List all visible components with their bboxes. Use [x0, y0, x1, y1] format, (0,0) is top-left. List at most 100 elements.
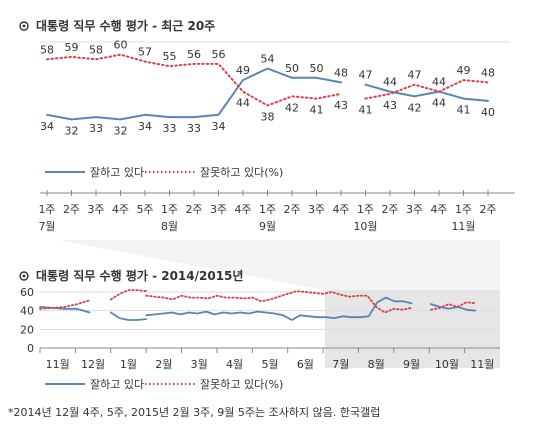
y-tick-label: 40 — [20, 305, 34, 318]
x-tick-label-month: 8월 — [161, 220, 178, 233]
data-label-approve: 34 — [212, 120, 226, 133]
data-label-approve: 54 — [261, 53, 275, 66]
circled-c-icon — [19, 21, 29, 31]
x-tick-label-month: 2월 — [155, 358, 172, 371]
data-label-approve: 41 — [457, 104, 471, 117]
x-tick-label-week: 1주 — [38, 203, 55, 216]
data-label-disapprove: 41 — [359, 104, 373, 117]
disapprove-series-line-seg1 — [364, 79, 489, 100]
data-label-approve: 33 — [187, 122, 201, 135]
data-label-disapprove: 55 — [163, 50, 177, 63]
x-tick-label-week: 2주 — [283, 203, 300, 216]
zoom-connector-shade — [58, 240, 500, 290]
x-tick-label-month: 3월 — [191, 358, 208, 371]
x-tick-label-month: 11월 — [46, 358, 70, 371]
data-label-disapprove: 59 — [65, 41, 79, 54]
data-label-disapprove: 43 — [334, 99, 348, 112]
approve-series-line-seg1 — [364, 83, 489, 102]
data-label-disapprove: 60 — [114, 39, 128, 52]
x-tick-label-week: 4주 — [234, 203, 251, 216]
x-tick-label-month: 4월 — [226, 358, 243, 371]
data-label-disapprove: 42 — [285, 101, 299, 114]
data-label-approve: 48 — [334, 66, 348, 79]
x-tick-label-week: 2주 — [479, 203, 496, 216]
disapprove-history-line-seg1 — [109, 289, 148, 301]
x-tick-label-month: 1월 — [120, 358, 137, 371]
data-label-disapprove: 58 — [89, 43, 103, 56]
circled-c-icon-dot — [22, 24, 26, 28]
data-label-disapprove: 58 — [40, 43, 54, 56]
legend-disapprove-label-2: 잘못하고 있다(%) — [200, 377, 283, 391]
x-tick-label-month: 10월 — [435, 358, 459, 371]
data-label-approve: 50 — [285, 62, 299, 75]
data-label-approve: 49 — [236, 64, 250, 77]
circled-c-icon — [19, 271, 29, 281]
approve-history-line-seg2 — [145, 296, 413, 321]
circled-c-icon-dot — [22, 274, 26, 278]
x-tick-label-month: 9월 — [259, 220, 276, 233]
x-tick-label-week: 1주 — [357, 203, 374, 216]
x-tick-label-month: 5월 — [261, 358, 278, 371]
x-tick-label-week: 4주 — [112, 203, 129, 216]
data-label-disapprove: 44 — [432, 97, 446, 110]
x-tick-label-week: 4주 — [332, 203, 349, 216]
data-label-disapprove: 57 — [138, 46, 152, 59]
x-tick-label-week: 4주 — [430, 203, 447, 216]
x-tick-label-month: 7월 — [332, 358, 349, 371]
data-label-approve: 34 — [40, 120, 54, 133]
data-label-approve: 32 — [114, 124, 128, 137]
data-label-approve: 32 — [65, 124, 79, 137]
x-tick-label-week: 1주 — [161, 203, 178, 216]
y-tick-label: 20 — [20, 323, 34, 336]
y-tick-label: 0 — [27, 342, 34, 355]
data-label-disapprove: 56 — [212, 48, 226, 61]
footnote: *2014년 12월 4주, 5주, 2015년 2월 3주, 9월 5주는 조… — [8, 406, 381, 419]
approve-series-line-seg0 — [46, 67, 342, 121]
chart-title-1: 대통령 직무 수행 평가 - 최근 20주 — [36, 18, 215, 33]
disapprove-history-line-seg0 — [39, 299, 91, 310]
x-tick-label-week: 1주 — [259, 203, 276, 216]
x-tick-label-week: 2주 — [63, 203, 80, 216]
x-tick-label-month: 12월 — [81, 358, 105, 371]
x-tick-label-week: 3주 — [87, 203, 104, 216]
data-label-disapprove: 41 — [310, 104, 324, 117]
disapprove-history-line-seg2 — [145, 290, 413, 314]
data-label-disapprove: 48 — [481, 66, 495, 79]
data-label-approve: 47 — [359, 69, 373, 82]
x-tick-label-week: 2주 — [381, 203, 398, 216]
x-tick-label-month: 8월 — [368, 358, 385, 371]
data-label-disapprove: 44 — [236, 97, 250, 110]
x-tick-label-month: 11월 — [470, 358, 494, 371]
data-label-disapprove: 49 — [457, 64, 471, 77]
approve-history-line-seg3 — [430, 303, 477, 312]
data-label-disapprove: 43 — [383, 99, 397, 112]
data-label-approve: 33 — [163, 122, 177, 135]
x-tick-label-week: 2주 — [185, 203, 202, 216]
x-tick-label-month: 9월 — [403, 358, 420, 371]
x-tick-label-month: 6월 — [297, 358, 314, 371]
x-tick-label-month: 10월 — [353, 220, 377, 233]
disapprove-series-line-seg0 — [46, 53, 342, 107]
x-tick-label-month: 7월 — [38, 220, 55, 233]
data-label-approve: 42 — [408, 101, 422, 114]
data-label-approve: 44 — [432, 76, 446, 89]
data-label-approve: 40 — [481, 106, 495, 119]
chart-title-2: 대통령 직무 수행 평가 - 2014/2015년 — [36, 268, 243, 283]
legend-disapprove-label-1: 잘못하고 있다(%) — [200, 165, 283, 179]
y-tick-label: 60 — [20, 286, 34, 299]
data-label-disapprove: 56 — [187, 48, 201, 61]
data-label-approve: 33 — [89, 122, 103, 135]
data-label-approve: 50 — [310, 62, 324, 75]
x-tick-label-month: 11월 — [451, 220, 475, 233]
data-label-approve: 44 — [383, 76, 397, 89]
x-tick-label-week: 3주 — [308, 203, 325, 216]
legend-approve-label-1: 잘하고 있다 — [90, 165, 144, 179]
x-tick-label-week: 3주 — [210, 203, 227, 216]
data-label-disapprove: 47 — [408, 69, 422, 82]
disapprove-history-line-seg3 — [430, 301, 477, 311]
x-tick-label-week: 5주 — [136, 203, 153, 216]
x-tick-label-week: 1주 — [455, 203, 472, 216]
x-tick-label-week: 3주 — [406, 203, 423, 216]
data-label-approve: 34 — [138, 120, 152, 133]
